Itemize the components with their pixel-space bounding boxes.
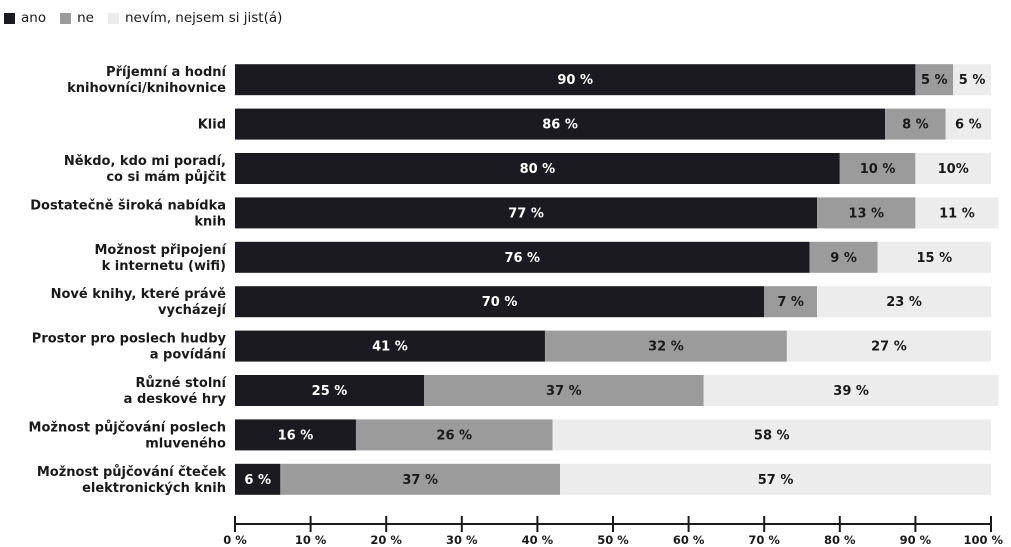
- legend-item-ano: ano: [4, 10, 46, 26]
- bar-segment-ano: [235, 153, 840, 184]
- legend-swatch-ne: [60, 12, 72, 24]
- bar-segment-ne: [355, 419, 553, 451]
- legend-label-nevim: nevím, nejsem si jist(á): [124, 10, 283, 26]
- x-tick-label: 70 %: [748, 533, 780, 547]
- data-label: 37 %: [546, 384, 582, 399]
- x-tick-label: 30 %: [446, 533, 478, 547]
- data-label: 5 %: [959, 73, 986, 88]
- x-tick-label: 80 %: [824, 533, 856, 547]
- data-label: 15 %: [916, 251, 952, 266]
- category-label: Prostor pro poslech hudby a povídání: [32, 332, 228, 363]
- bar-segment-ano: [235, 286, 765, 318]
- category-label: Dostatečně široká nabídka knih: [30, 198, 226, 229]
- x-tick-label: 10 %: [295, 533, 327, 547]
- category-label: Někdo, kdo mi poradí, co si mám půjčit: [64, 154, 226, 185]
- bar-segment-nevim: [877, 241, 991, 273]
- data-label: 8 %: [902, 118, 929, 133]
- data-label: 57 %: [758, 473, 794, 488]
- bar-segment-nevim: [915, 197, 999, 229]
- bar-segment-ne: [885, 108, 946, 140]
- x-tick-label: 40 %: [522, 533, 554, 547]
- bar-segment-nevim: [560, 463, 991, 495]
- legend-swatch-ano: [4, 12, 15, 24]
- bar-segment-ano: [235, 463, 281, 495]
- bar-segment-ne: [809, 241, 878, 273]
- bar-segment-ne: [817, 197, 916, 229]
- data-label: 10%: [938, 162, 969, 177]
- legend-item-nevim: nevím, nejsem si jist(á): [107, 10, 283, 26]
- bar-segment-ano: [235, 419, 356, 451]
- bar-segment-nevim: [915, 153, 991, 184]
- data-label: 27 %: [871, 340, 907, 355]
- legend-label-ne: ne: [77, 10, 94, 26]
- x-tick-label: 0 %: [223, 533, 247, 547]
- data-label: 6 %: [955, 118, 982, 133]
- x-tick-label: 100 %: [963, 533, 1003, 547]
- data-label: 26 %: [436, 428, 472, 443]
- bar-segment-ano: [235, 375, 424, 406]
- bar-segment-ne: [915, 64, 954, 96]
- x-tick-label: 20 %: [370, 533, 402, 547]
- data-label: 76 %: [504, 251, 540, 266]
- data-label: 6 %: [244, 473, 271, 488]
- data-label: 16 %: [278, 428, 314, 443]
- legend: ano ne nevím, nejsem si jist(á): [4, 8, 296, 28]
- category-label: Příjemní a hodní knihovníci/knihovnice: [67, 65, 227, 96]
- category-label: Možnost půjčování poslech mluveného: [29, 420, 227, 451]
- category-label: Různé stolní a deskové hry: [124, 376, 228, 407]
- bar-segment-ne: [839, 153, 916, 184]
- bar-segment-nevim: [703, 375, 999, 406]
- x-tick-label: 50 %: [597, 533, 629, 547]
- bar-segment-ano: [235, 241, 810, 273]
- bar-segment-ano: [235, 330, 545, 362]
- data-label: 23 %: [886, 295, 922, 310]
- data-label: 70 %: [482, 295, 518, 310]
- bar-segment-nevim: [945, 108, 991, 140]
- data-label: 5 %: [921, 73, 948, 88]
- legend-swatch-nevim: [107, 12, 119, 24]
- data-label: 11 %: [939, 206, 975, 221]
- category-label: Nové knihy, které právě vycházejí: [51, 287, 228, 318]
- data-label: 37 %: [402, 473, 438, 488]
- category-label: Klid: [198, 118, 226, 133]
- bar-segment-ne: [280, 463, 561, 495]
- bar-segment-ne: [544, 330, 787, 362]
- bar-segment-ano: [235, 197, 818, 229]
- data-label: 86 %: [542, 118, 578, 133]
- data-label: 10 %: [860, 162, 896, 177]
- data-label: 41 %: [372, 340, 408, 355]
- x-tick-label: 60 %: [673, 533, 705, 547]
- bar-segment-ne: [764, 286, 818, 318]
- bar-segment-nevim: [552, 419, 991, 451]
- data-label: 58 %: [754, 428, 790, 443]
- data-label: 9 %: [830, 251, 857, 266]
- bar-segment-ano: [235, 64, 916, 96]
- bar-segment-nevim: [786, 330, 991, 362]
- category-label: Možnost půjčování čteček elektronických k…: [37, 465, 226, 496]
- data-label: 80 %: [520, 162, 556, 177]
- legend-label-ano: ano: [21, 10, 47, 26]
- category-label: Možnost připojení k internetu (wifi): [95, 243, 228, 274]
- data-label: 77 %: [508, 206, 544, 221]
- bar-segment-ne: [424, 375, 704, 406]
- bar-segment-ano: [235, 108, 886, 140]
- data-label: 32 %: [648, 340, 684, 355]
- data-label: 39 %: [833, 384, 869, 399]
- bar-segment-nevim: [953, 64, 991, 96]
- legend-item-ne: ne: [60, 10, 94, 26]
- x-tick-label: 90 %: [900, 533, 932, 547]
- bar-segment-nevim: [817, 286, 991, 318]
- data-label: 7 %: [777, 295, 804, 310]
- data-label: 90 %: [557, 73, 593, 88]
- data-label: 13 %: [848, 206, 884, 221]
- data-label: 25 %: [312, 384, 348, 399]
